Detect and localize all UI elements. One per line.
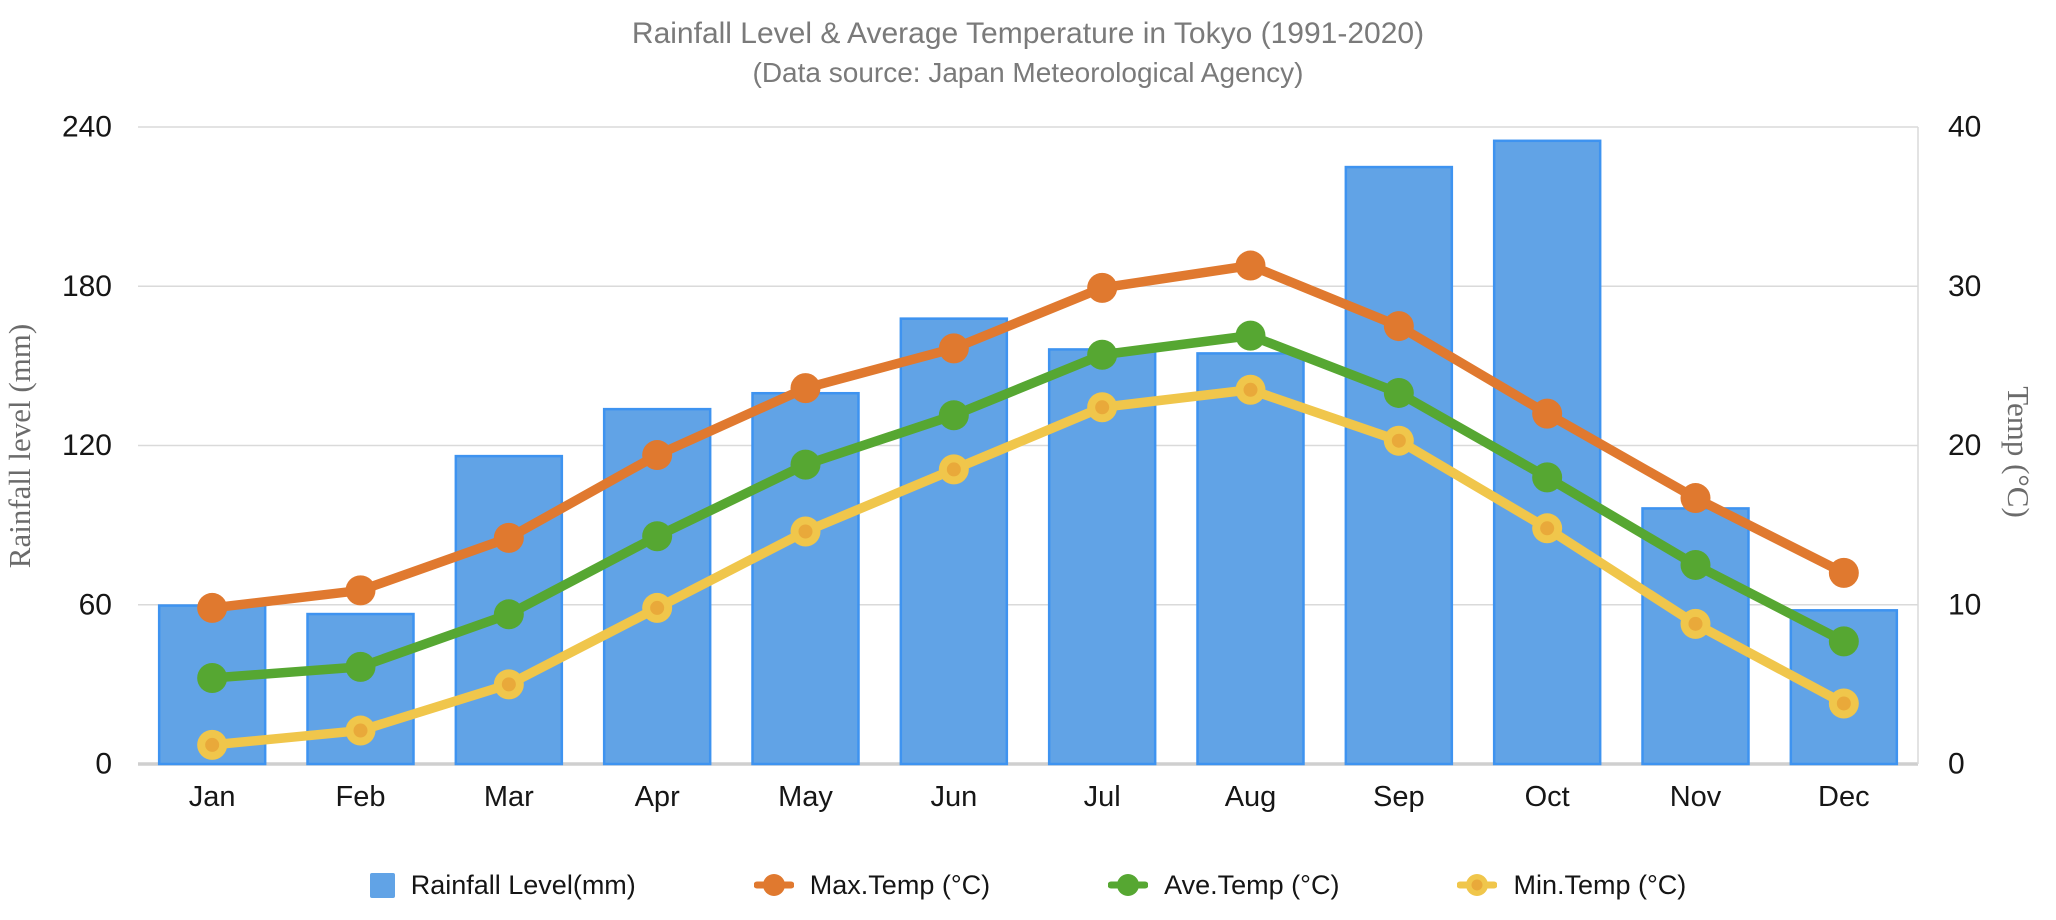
legend-label-min-temp-c: Min.Temp (°C) bbox=[1513, 869, 1687, 900]
max-temp-c-point-mar[interactable] bbox=[493, 522, 524, 553]
x-tick-mar: Mar bbox=[484, 781, 534, 813]
right-tick-40: 40 bbox=[1948, 111, 1981, 144]
min-temp-c-point-core-dec bbox=[1836, 696, 1851, 711]
ave-temp-c-line bbox=[207, 330, 1849, 683]
title-block: Rainfall Level & Average Temperature in … bbox=[0, 14, 2056, 92]
chart-subtitle: (Data source: Japan Meteorological Agenc… bbox=[752, 57, 1304, 88]
y-axis-title-right: Temp (°C) bbox=[2001, 386, 2036, 518]
legend-item-ave-temp-c[interactable]: Ave.Temp (°C) bbox=[1108, 870, 1339, 901]
x-tick-aug: Aug bbox=[1225, 781, 1277, 813]
ave-temp-c-point-jul[interactable] bbox=[1087, 339, 1118, 370]
min-temp-c-point-core-apr bbox=[650, 600, 665, 615]
legend-item-rainfall-level-mm[interactable]: Rainfall Level(mm) bbox=[369, 869, 636, 901]
legend: Rainfall Level(mm) Max.Temp (°C) Ave.Temp … bbox=[0, 860, 2056, 910]
ave-temp-c-point-nov[interactable] bbox=[1680, 549, 1711, 580]
legend-label-rainfall-level-mm: Rainfall Level(mm) bbox=[410, 869, 636, 900]
legend-item-min-temp-c[interactable]: Min.Temp (°C) bbox=[1457, 870, 1686, 901]
left-tick-60: 60 bbox=[79, 588, 112, 621]
min-temp-c-point-core-feb bbox=[353, 723, 368, 738]
x-tick-apr: Apr bbox=[635, 781, 680, 813]
x-tick-sep: Sep bbox=[1373, 781, 1425, 813]
min-temp-c-point-core-aug bbox=[1243, 382, 1258, 397]
x-tick-jul: Jul bbox=[1084, 781, 1121, 813]
line-point-swatch-icon bbox=[753, 874, 794, 896]
right-tick-10: 10 bbox=[1948, 588, 1981, 621]
min-temp-c-line bbox=[207, 385, 1849, 750]
max-temp-c-point-dec[interactable] bbox=[1828, 557, 1859, 588]
x-tick-jun: Jun bbox=[930, 781, 977, 813]
max-temp-c-point-may[interactable] bbox=[790, 373, 821, 404]
left-tick-0: 0 bbox=[95, 748, 112, 781]
rainfall-bar-aug[interactable] bbox=[1196, 352, 1305, 766]
ave-temp-c-point-aug[interactable] bbox=[1235, 320, 1266, 351]
legend-label-max-temp-c: Max.Temp (°C) bbox=[809, 869, 991, 900]
max-temp-c-point-apr[interactable] bbox=[642, 440, 673, 471]
left-tick-180: 180 bbox=[62, 270, 112, 303]
x-tick-dec: Dec bbox=[1818, 781, 1870, 813]
x-tick-nov: Nov bbox=[1670, 781, 1722, 813]
rainfall-bars bbox=[157, 139, 1899, 766]
min-temp-c-point-core-mar bbox=[501, 677, 516, 692]
right-tick-30: 30 bbox=[1948, 270, 1981, 303]
max-temp-c-point-nov[interactable] bbox=[1680, 483, 1711, 514]
left-axis-ticks: 0 60 120 180 240 bbox=[62, 111, 112, 781]
x-tick-feb: Feb bbox=[336, 781, 386, 813]
chart-plot-area: 0 60 120 180 240 0 10 20 30 40 Jan Feb Mar Apr May Ju… bbox=[2, 111, 2036, 814]
min-temp-c-point-core-nov bbox=[1688, 616, 1703, 631]
y-axis-title-left: Rainfall level (mm) bbox=[2, 324, 37, 568]
right-tick-0: 0 bbox=[1948, 748, 1965, 781]
ave-temp-c-point-mar[interactable] bbox=[493, 599, 524, 630]
rainfall-bar-jun[interactable] bbox=[899, 317, 1009, 766]
temperature-lines bbox=[197, 250, 1859, 760]
ave-temp-c-point-jan[interactable] bbox=[197, 663, 228, 694]
max-temp-c-point-aug[interactable] bbox=[1235, 250, 1266, 281]
max-temp-c-point-jan[interactable] bbox=[197, 592, 228, 623]
legend-item-max-temp-c[interactable]: Max.Temp (°C) bbox=[753, 869, 991, 901]
x-tick-jan: Jan bbox=[189, 781, 236, 813]
bar-swatch-icon bbox=[369, 872, 395, 898]
legend-label-ave-temp-c: Ave.Temp (°C) bbox=[1164, 869, 1340, 900]
max-temp-c-point-jun[interactable] bbox=[938, 333, 969, 364]
ave-temp-c-point-feb[interactable] bbox=[345, 651, 376, 682]
min-temp-c-point-core-sep bbox=[1391, 433, 1406, 448]
x-axis-labels: Jan Feb Mar Apr May Jun Jul Aug Sep Oct Nov Dec bbox=[189, 781, 1870, 813]
gridlines bbox=[138, 126, 1919, 766]
min-temp-c-point-core-jul bbox=[1095, 400, 1110, 415]
left-tick-240: 240 bbox=[62, 111, 112, 144]
rainfall-bar-mar[interactable] bbox=[454, 454, 564, 766]
ave-temp-c-point-oct[interactable] bbox=[1532, 462, 1563, 493]
line-point-swatch-icon bbox=[1457, 874, 1498, 896]
left-tick-120: 120 bbox=[62, 429, 112, 462]
line-point-swatch-icon bbox=[1108, 874, 1149, 896]
chart-title: Rainfall Level & Average Temperature in … bbox=[631, 17, 1425, 50]
max-temp-c-point-jul[interactable] bbox=[1087, 272, 1118, 303]
max-temp-c-point-sep[interactable] bbox=[1383, 311, 1414, 342]
max-temp-c-line bbox=[207, 260, 1849, 613]
max-temp-c-point-oct[interactable] bbox=[1532, 398, 1563, 429]
right-axis-ticks: 0 10 20 30 40 bbox=[1948, 111, 1981, 781]
ave-temp-c-point-apr[interactable] bbox=[642, 521, 673, 552]
x-tick-oct: Oct bbox=[1525, 781, 1570, 813]
right-tick-20: 20 bbox=[1948, 429, 1981, 462]
ave-temp-c-point-dec[interactable] bbox=[1828, 626, 1859, 657]
min-temp-c-point-core-oct bbox=[1540, 521, 1555, 536]
min-temp-c-point-core-may bbox=[798, 524, 813, 539]
ave-temp-c-point-sep[interactable] bbox=[1383, 377, 1414, 408]
x-tick-may: May bbox=[778, 781, 833, 813]
min-temp-c-point-core-jan bbox=[205, 737, 220, 752]
min-temp-c-point-core-jun bbox=[946, 462, 961, 477]
max-temp-c-point-feb[interactable] bbox=[345, 575, 376, 606]
ave-temp-c-point-jun[interactable] bbox=[938, 400, 969, 431]
ave-temp-c-point-may[interactable] bbox=[790, 449, 821, 480]
